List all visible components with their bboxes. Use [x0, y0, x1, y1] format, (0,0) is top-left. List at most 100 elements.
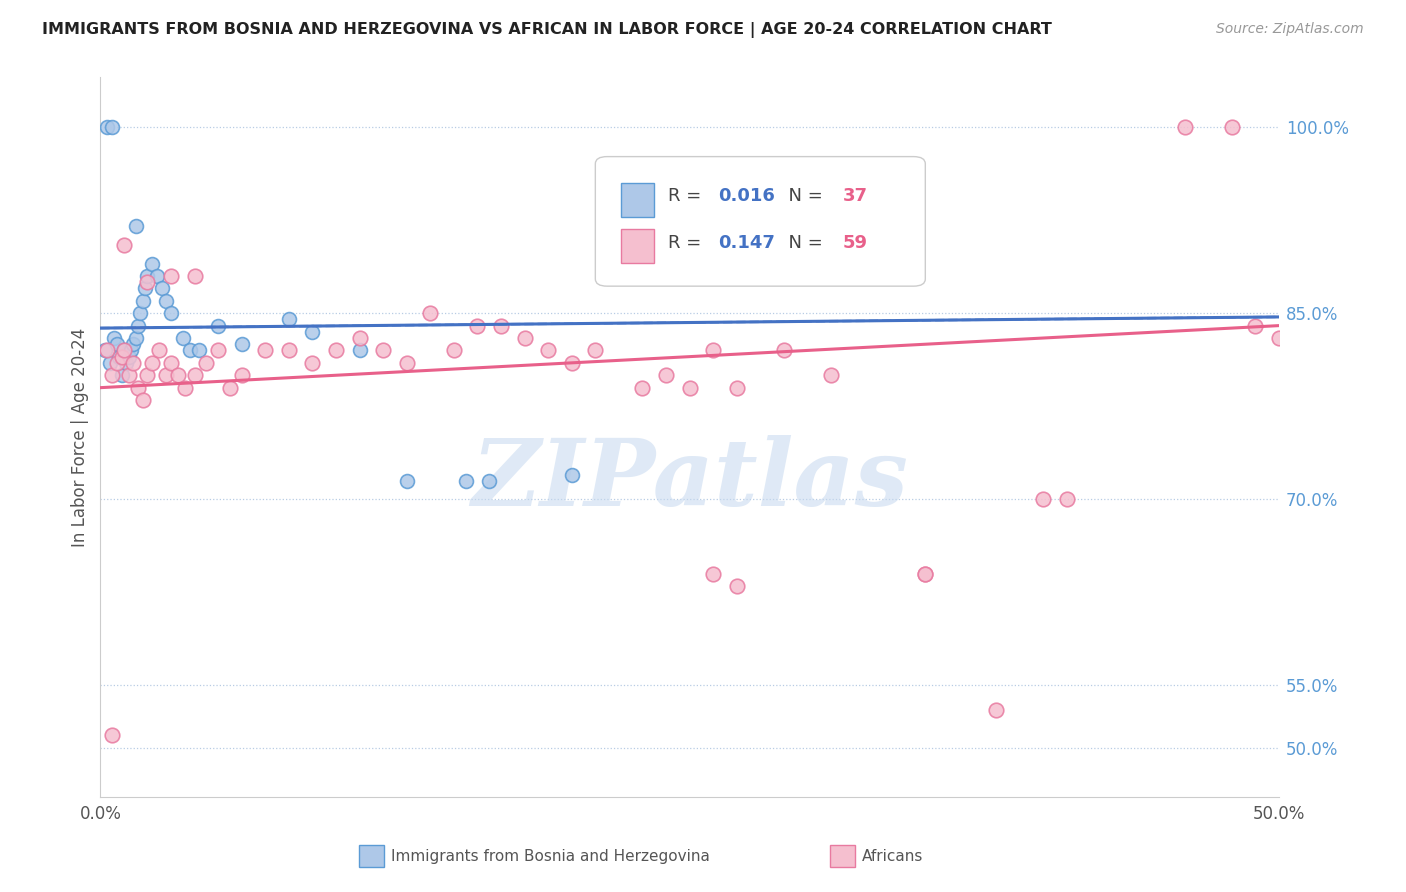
Point [583, 343, 606, 358]
Y-axis label: In Labor Force | Age 20-24: In Labor Force | Age 20-24 [72, 327, 89, 547]
Point [513, 331, 536, 345]
Point [112, 238, 135, 252]
Point [231, 368, 253, 383]
Bar [621, 228, 654, 263]
Point [117, 350, 139, 364]
Point [110, 350, 132, 364]
Point [129, 306, 152, 320]
Point [136, 368, 159, 383]
Point [136, 268, 159, 283]
Point [155, 293, 177, 308]
Point [1220, 120, 1243, 134]
Point [561, 356, 583, 370]
Point [984, 703, 1007, 717]
Point [349, 331, 371, 345]
Point [160, 268, 183, 283]
Point [301, 356, 323, 370]
Point [112, 343, 135, 358]
Point [112, 343, 135, 358]
Point [105, 337, 128, 351]
Point [914, 566, 936, 581]
Point [325, 343, 347, 358]
Point [219, 381, 242, 395]
Point [134, 281, 156, 295]
Point [207, 343, 229, 358]
Point [195, 356, 218, 370]
Point [115, 356, 138, 370]
Point [146, 268, 169, 283]
Point [125, 219, 148, 234]
Point [141, 356, 163, 370]
Point [141, 256, 163, 270]
Text: Africans: Africans [862, 849, 924, 863]
Point [454, 474, 477, 488]
Point [254, 343, 277, 358]
Text: R =: R = [668, 234, 707, 252]
Point [655, 368, 678, 383]
Point [395, 356, 418, 370]
Point [1244, 318, 1267, 333]
Text: Immigrants from Bosnia and Herzegovina: Immigrants from Bosnia and Herzegovina [391, 849, 710, 863]
Point [1056, 492, 1078, 507]
Point [117, 368, 139, 383]
Text: 0.016: 0.016 [718, 187, 775, 205]
Point [120, 343, 142, 358]
Point [373, 343, 395, 358]
Point [98, 356, 121, 370]
Point [561, 467, 583, 482]
Point [537, 343, 560, 358]
Point [678, 381, 700, 395]
Text: N =: N = [778, 187, 828, 205]
Point [148, 343, 170, 358]
Point [172, 331, 194, 345]
Point [127, 381, 149, 395]
Point [489, 318, 512, 333]
Point [478, 474, 501, 488]
Point [155, 368, 177, 383]
Point [183, 368, 205, 383]
Point [188, 343, 211, 358]
Text: IMMIGRANTS FROM BOSNIA AND HERZEGOVINA VS AFRICAN IN LABOR FORCE | AGE 20-24 COR: IMMIGRANTS FROM BOSNIA AND HERZEGOVINA V… [42, 22, 1052, 38]
Point [1268, 331, 1291, 345]
Point [101, 368, 124, 383]
Point [725, 381, 748, 395]
Point [349, 343, 371, 358]
FancyBboxPatch shape [595, 157, 925, 286]
Point [167, 368, 190, 383]
Point [725, 579, 748, 593]
Text: ZIPatlas: ZIPatlas [471, 435, 908, 525]
Point [702, 566, 724, 581]
Point [108, 350, 131, 364]
Point [94, 343, 117, 358]
Point [207, 318, 229, 333]
Point [419, 306, 441, 320]
Text: N =: N = [778, 234, 828, 252]
Point [150, 281, 173, 295]
Point [773, 343, 796, 358]
Bar [621, 183, 654, 217]
Point [179, 343, 201, 358]
Point [160, 356, 183, 370]
Point [101, 120, 124, 134]
Point [702, 343, 724, 358]
Point [96, 343, 118, 358]
Text: 0.147: 0.147 [718, 234, 775, 252]
Point [277, 343, 299, 358]
Point [101, 728, 124, 742]
Point [820, 368, 842, 383]
Point [467, 318, 489, 333]
Point [443, 343, 465, 358]
Point [1174, 120, 1197, 134]
Text: Source: ZipAtlas.com: Source: ZipAtlas.com [1216, 22, 1364, 37]
Text: 59: 59 [842, 234, 868, 252]
Point [174, 381, 197, 395]
Point [914, 566, 936, 581]
Point [122, 356, 145, 370]
Point [183, 268, 205, 283]
Point [132, 293, 155, 308]
Point [127, 318, 149, 333]
Point [125, 331, 148, 345]
Point [105, 356, 128, 370]
Point [631, 381, 654, 395]
Point [277, 312, 299, 326]
